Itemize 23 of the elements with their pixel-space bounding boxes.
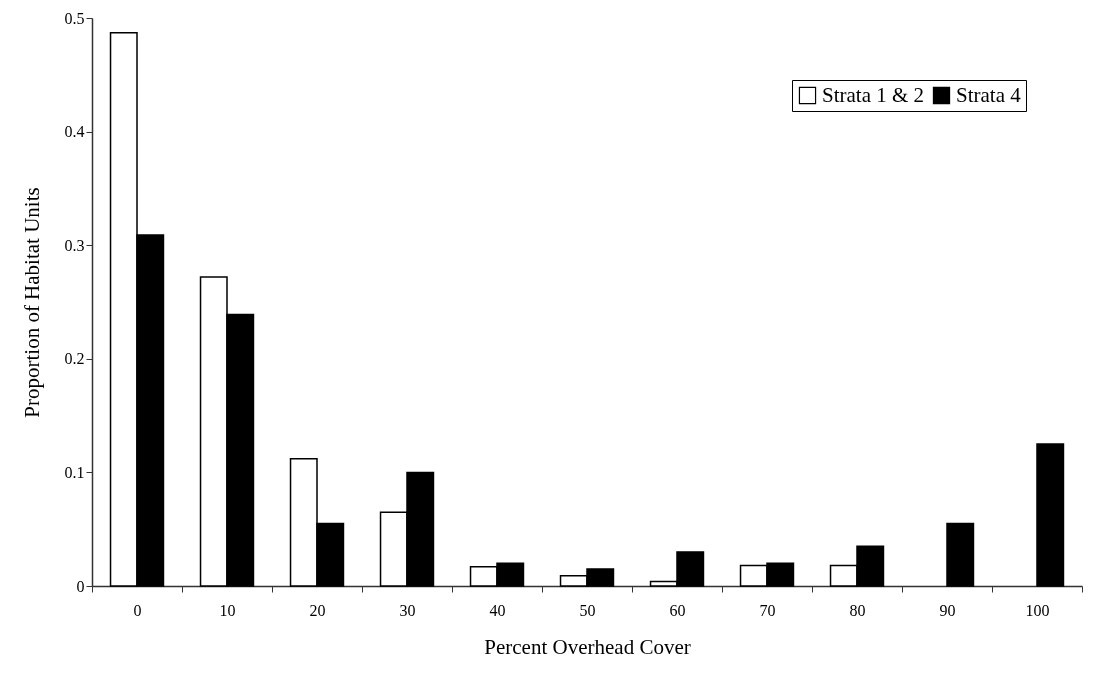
x-tick-label: 20	[309, 601, 326, 619]
y-tick-label: 0.2	[64, 350, 85, 368]
y-tick-label: 0.5	[64, 9, 85, 27]
x-tick-label: 100	[1025, 601, 1050, 619]
y-tick-label: 0	[76, 577, 85, 595]
x-tick-label: 10	[219, 601, 236, 619]
legend-label: Strata 1 & 2	[822, 82, 925, 107]
x-tick-label: 60	[669, 601, 686, 619]
x-tick-label: 0	[133, 601, 142, 619]
y-tick-label: 0.4	[64, 123, 85, 141]
bar	[1036, 443, 1065, 587]
x-tick-label: 30	[399, 601, 416, 619]
x-tick-label: 90	[939, 601, 956, 619]
y-tick-label: 0.3	[64, 236, 85, 254]
legend-label: Strata 4	[956, 82, 1022, 107]
x-axis-title: Percent Overhead Cover	[484, 634, 691, 659]
x-tick-label: 70	[759, 601, 776, 619]
x-tick-label: 40	[489, 601, 506, 619]
x-tick-label: 50	[579, 601, 596, 619]
x-tick-label: 80	[849, 601, 866, 619]
bar	[946, 522, 975, 587]
y-tick-label: 0.1	[64, 463, 85, 481]
y-axis-title: Proportion of Habitat Units	[19, 187, 44, 418]
